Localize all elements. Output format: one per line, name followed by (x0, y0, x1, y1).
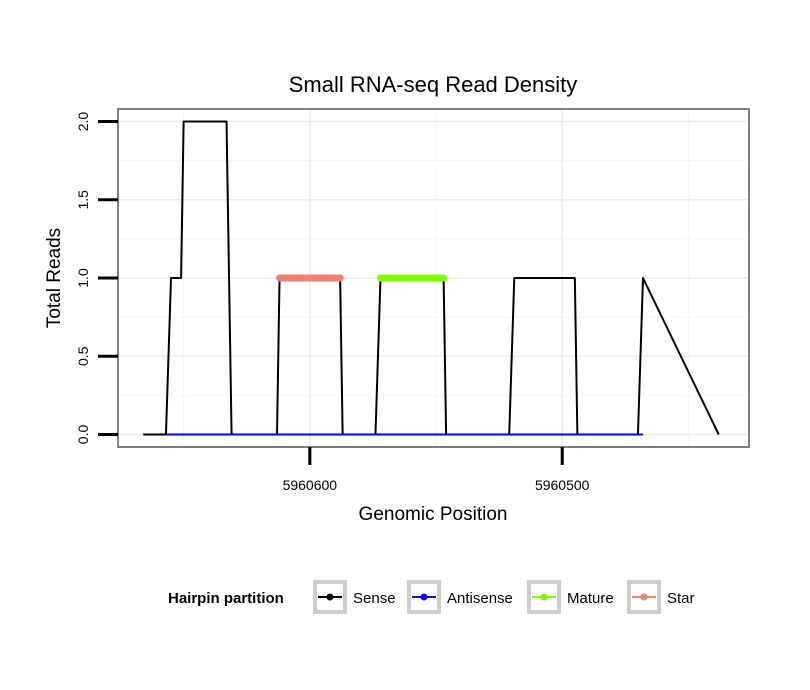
y-tick-label: 2.0 (75, 112, 91, 132)
y-tick-label: 0.0 (75, 425, 91, 445)
legend-label: Sense (353, 590, 396, 607)
legend-label: Antisense (447, 590, 513, 607)
y-tick-label: 1.5 (75, 190, 91, 210)
legend-entry-sense: Sense (313, 580, 396, 614)
legend-entries: Sense Antisense Mature Star (313, 580, 695, 614)
x-axis-title: Genomic Position (359, 504, 508, 525)
y-tick-label: 0.5 (75, 346, 91, 366)
y-axis-title: Total Reads (44, 228, 65, 328)
legend-title: Hairpin partition (168, 590, 284, 607)
legend-entry-antisense: Antisense (407, 580, 513, 614)
legend-key-dot (326, 593, 334, 601)
x-tick-label: 5960500 (535, 477, 590, 493)
legend-label: Star (667, 590, 695, 607)
legend-label: Mature (567, 590, 614, 607)
series-lines (143, 120, 720, 436)
legend-key-dot (420, 593, 428, 601)
legend-key-dot (540, 593, 548, 601)
legend-entry-star: Star (627, 580, 695, 614)
legend-entry-mature: Mature (527, 580, 614, 614)
x-tick-label: 5960600 (283, 477, 338, 493)
legend-key-dot (640, 593, 648, 601)
legend: Hairpin partition Sense Antisense Mature St… (168, 580, 695, 614)
chart-title: Small RNA-seq Read Density (289, 72, 578, 97)
y-tick-label: 1.0 (75, 268, 91, 288)
axes: 0.0 0.5 1.0 1.5 2.0 5960600 5960500 (75, 112, 590, 493)
